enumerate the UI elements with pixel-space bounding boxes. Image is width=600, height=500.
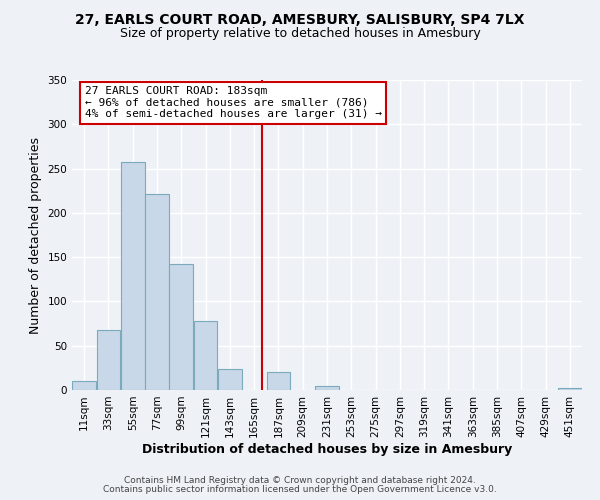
Bar (145, 194, 169, 390)
Text: Contains public sector information licensed under the Open Government Licence v3: Contains public sector information licen… (103, 485, 497, 494)
Text: Size of property relative to detached houses in Amesbury: Size of property relative to detached ho… (119, 28, 481, 40)
Bar (194, 321, 217, 390)
Text: 27 EARLS COURT ROAD: 183sqm
← 96% of detached houses are smaller (786)
4% of sem: 27 EARLS COURT ROAD: 183sqm ← 96% of det… (85, 86, 382, 120)
Bar (315, 386, 339, 390)
Bar (558, 388, 582, 390)
Text: Contains HM Land Registry data © Crown copyright and database right 2024.: Contains HM Land Registry data © Crown c… (124, 476, 476, 485)
Bar (72, 381, 96, 390)
Y-axis label: Number of detached properties: Number of detached properties (29, 136, 42, 334)
Bar (169, 264, 193, 390)
Bar (218, 368, 242, 390)
Bar (97, 330, 121, 390)
Bar (121, 162, 145, 390)
X-axis label: Distribution of detached houses by size in Amesbury: Distribution of detached houses by size … (142, 442, 512, 456)
Bar (266, 372, 290, 390)
Text: 27, EARLS COURT ROAD, AMESBURY, SALISBURY, SP4 7LX: 27, EARLS COURT ROAD, AMESBURY, SALISBUR… (75, 12, 525, 26)
